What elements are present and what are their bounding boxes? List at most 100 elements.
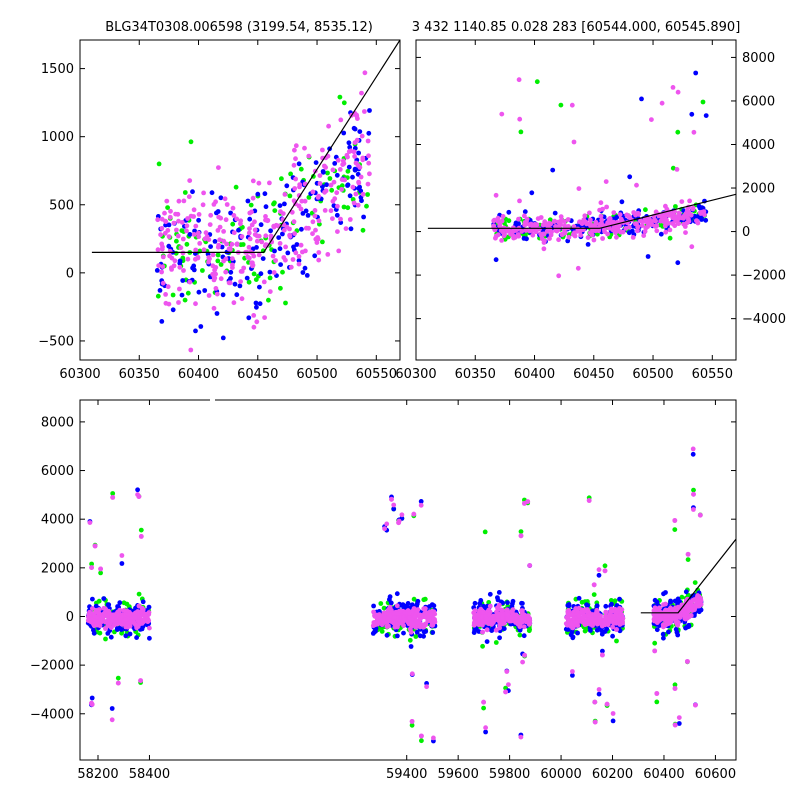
data-point [162,230,168,236]
data-point [566,618,571,624]
data-point [681,215,686,221]
data-point [184,241,190,247]
x-tick-label: 60550 [692,367,733,382]
data-point [198,324,204,329]
data-point [614,609,620,615]
data-point [247,210,253,216]
panel-top-left-model [91,40,400,253]
data-point [277,246,283,252]
data-point [111,612,117,618]
data-point [670,165,676,171]
data-point [250,250,255,256]
data-point [604,701,610,707]
data-point [335,157,341,163]
data-point [312,208,318,213]
data-point [359,90,364,96]
x-tick-label: 58400 [129,767,170,782]
data-point [245,198,251,204]
data-point [305,213,311,218]
data-point [603,603,609,609]
data-point [263,214,268,219]
data-point [220,335,226,341]
data-point [238,242,244,248]
x-tick-label: 60500 [632,367,673,382]
data-point [526,617,532,623]
data-point [134,635,139,640]
data-point [306,195,312,200]
data-point [272,200,277,206]
data-point [312,213,318,219]
data-point [142,614,148,619]
data-point [350,184,356,190]
data-point [222,196,228,202]
data-point [527,621,532,627]
data-point [184,228,189,234]
data-point [155,247,161,253]
data-point [216,242,222,248]
data-point [584,609,589,614]
data-point [93,603,99,609]
data-point [659,100,665,106]
data-point [223,217,229,223]
data-point [661,591,666,597]
data-point [206,237,212,243]
data-point [185,256,191,262]
data-point [493,640,499,645]
data-point [157,288,163,293]
data-point [196,289,202,295]
data-point [358,174,364,180]
data-point [316,193,321,199]
data-point [685,659,690,664]
data-point [254,238,260,244]
data-point [429,602,435,607]
data-point [423,629,429,634]
data-point [384,632,390,638]
data-point [163,222,168,228]
data-point [127,623,133,629]
data-point [663,229,669,235]
data-point [481,705,486,711]
data-point [105,618,111,623]
data-point [320,239,325,245]
data-point [421,597,427,603]
data-point [352,140,358,145]
data-point [377,612,382,618]
data-point [483,729,488,735]
data-point [515,619,521,624]
data-point [596,572,602,578]
data-point [550,167,556,173]
data-point [510,598,516,604]
data-point [654,691,660,696]
data-point [208,212,214,218]
data-point [159,319,165,324]
data-point [497,622,503,627]
data-point [177,286,182,292]
data-point [497,635,502,641]
data-point [668,599,673,605]
data-point [145,619,151,624]
data-point [698,602,704,607]
data-point [496,602,502,608]
data-point [176,198,182,204]
data-point [688,613,694,618]
y-tick-label: 0 [742,225,750,240]
data-point [558,214,564,220]
data-point [384,624,390,629]
data-point [614,214,620,220]
x-tick-label: 60400 [514,367,555,382]
data-point [589,232,595,238]
data-point [664,217,669,223]
data-point [223,256,229,262]
model-line [427,193,736,229]
data-point [666,629,671,635]
data-point [388,608,394,613]
data-point [576,613,582,619]
data-point [90,596,95,602]
y-tick-label: 8000 [742,51,775,66]
data-point [342,177,348,183]
data-point [602,568,608,574]
data-point [421,633,426,639]
data-point [565,622,570,628]
data-point [228,276,233,281]
data-point [419,733,424,739]
